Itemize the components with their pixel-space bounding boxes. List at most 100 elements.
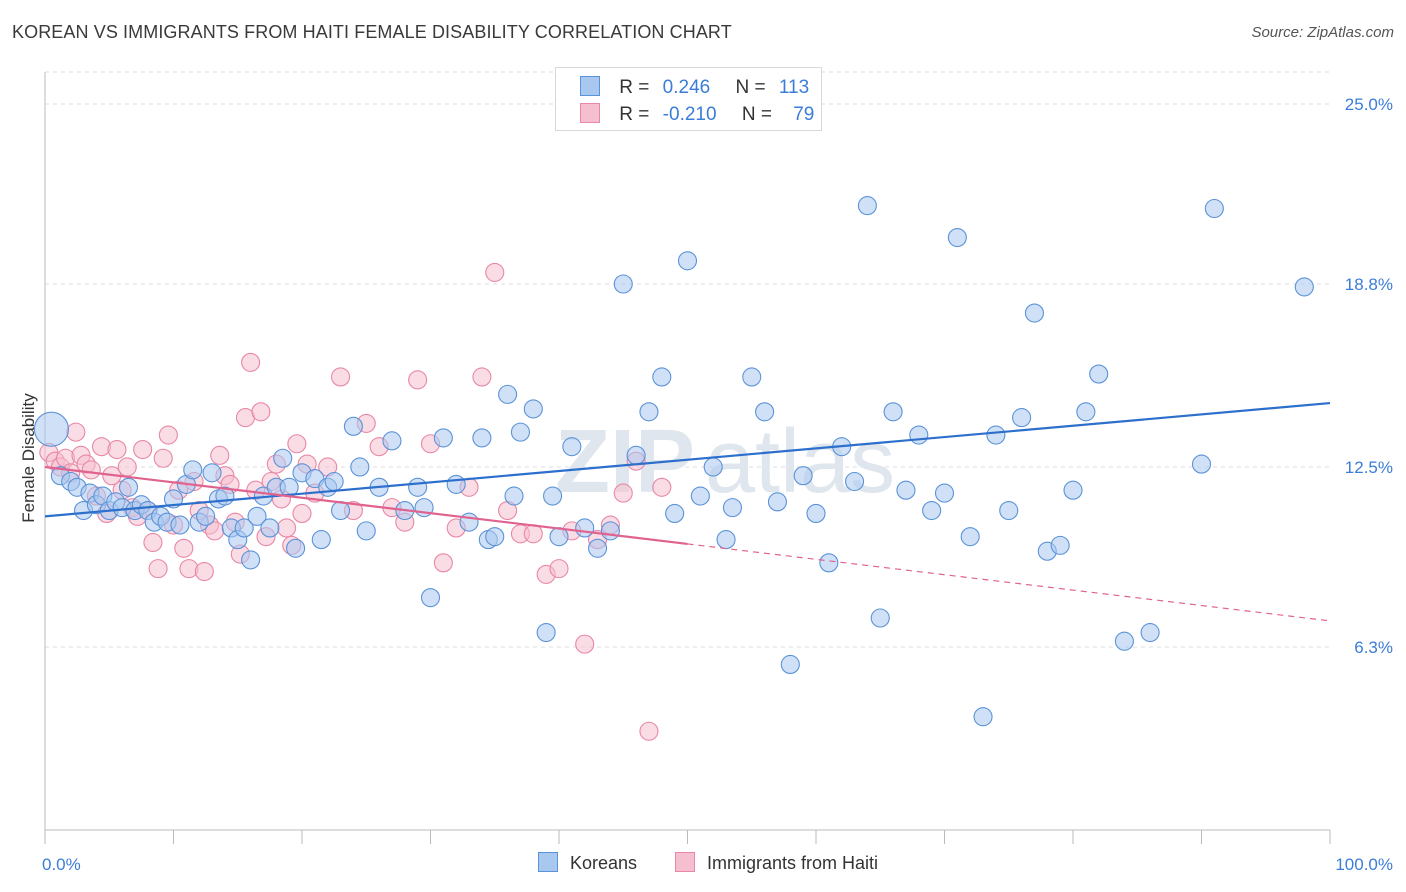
korean-point <box>273 448 293 468</box>
haiti-point <box>408 370 428 390</box>
haiti-point <box>523 524 543 544</box>
korean-point <box>780 654 800 675</box>
korean-point <box>510 422 531 442</box>
haiti-point <box>210 445 230 465</box>
haiti-point <box>613 483 633 503</box>
haiti-n-value: 79 <box>793 104 815 125</box>
korean-point <box>575 518 595 538</box>
korean-point <box>1024 303 1044 323</box>
korean-point <box>934 483 955 503</box>
bottom-legend-korean: Koreans <box>538 852 637 874</box>
korean-point <box>716 530 736 550</box>
korean-point <box>755 402 775 422</box>
korean-point <box>896 480 916 500</box>
korean-point <box>1114 631 1134 651</box>
korean-point <box>504 486 524 506</box>
korean-point <box>767 492 788 512</box>
korean-point <box>485 527 505 547</box>
korean-point <box>626 445 646 465</box>
chart-title: KOREAN VS IMMIGRANTS FROM HAITI FEMALE D… <box>12 22 732 42</box>
korean-point <box>703 457 723 477</box>
korean-point <box>170 515 190 535</box>
korean-point <box>909 425 929 445</box>
haiti-point <box>81 460 101 480</box>
haiti-point <box>652 477 672 497</box>
legend-row-haiti: R = -0.210 N = 79 <box>580 103 814 127</box>
korean-point <box>536 622 556 643</box>
korean-swatch <box>580 76 600 96</box>
haiti-point <box>179 559 199 579</box>
korean-point <box>543 486 563 506</box>
haiti-point <box>639 721 659 741</box>
korean-r-label: R = <box>619 77 650 98</box>
haiti-swatch <box>580 103 600 123</box>
haiti-r-label: R = <box>619 104 650 125</box>
korean-point <box>498 384 518 404</box>
y-tick-label: 25.0% <box>1345 95 1393 114</box>
korean-point <box>1140 622 1160 643</box>
korean-point <box>677 251 698 271</box>
korean-point <box>472 428 492 448</box>
trend-line-korean <box>44 401 1331 518</box>
korean-point <box>356 521 376 541</box>
haiti-point <box>66 422 86 442</box>
haiti-point <box>251 402 271 422</box>
haiti-point <box>433 553 453 573</box>
korean-point <box>1089 364 1109 384</box>
haiti-point <box>472 367 492 387</box>
korean-point <box>742 367 762 387</box>
korean-point <box>286 538 306 558</box>
korean-point <box>857 196 877 216</box>
y-tick-label: 6.3% <box>1354 638 1393 657</box>
korean-point <box>844 471 865 492</box>
korean-point <box>1076 402 1096 422</box>
haiti-point <box>133 439 153 460</box>
chart-source: Source: ZipAtlas.com <box>1251 24 1394 41</box>
trend-line-haiti-extrapolated <box>687 543 1331 622</box>
haiti-point <box>485 262 505 282</box>
x-tick-labels: 0.0% 100.0% <box>42 855 1393 874</box>
korean-point <box>613 274 633 294</box>
korean-point <box>883 402 903 422</box>
bottom-korean-label: Koreans <box>570 853 638 873</box>
haiti-point <box>277 518 297 538</box>
y-tick-label: 12.5% <box>1345 458 1393 477</box>
korean-point <box>1294 277 1314 297</box>
haiti-r-value: -0.210 <box>662 104 717 125</box>
haiti-point <box>241 352 261 372</box>
haiti-point <box>194 561 214 582</box>
korean-point <box>690 486 710 506</box>
korean-point <box>1204 198 1224 219</box>
korean-point <box>1012 408 1032 428</box>
haiti-point <box>174 538 194 558</box>
haiti-n-label: N = <box>741 104 772 125</box>
korean-point <box>806 503 826 523</box>
korean-point <box>960 527 980 547</box>
korean-point <box>652 367 672 387</box>
korean-point <box>408 477 428 497</box>
y-axis-title: Female Disability <box>19 393 38 523</box>
trend-lines <box>44 401 1331 622</box>
korean-point <box>665 503 685 523</box>
korean-point <box>600 521 620 541</box>
korean-point <box>639 402 659 422</box>
korean-point <box>311 530 331 550</box>
korean-point <box>241 550 261 570</box>
trend-line-haiti <box>44 465 688 546</box>
korean-point <box>922 500 942 521</box>
korean-point <box>819 553 839 573</box>
korean-point <box>1191 454 1212 474</box>
korean-point <box>343 416 363 436</box>
y-tick-label: 18.8% <box>1345 275 1393 294</box>
haiti-point <box>143 532 163 553</box>
haiti-point <box>117 457 137 477</box>
korean-point <box>446 474 466 494</box>
korean-point <box>973 707 993 727</box>
korean-point <box>523 399 543 419</box>
korean-n-value: 113 <box>778 77 810 98</box>
x-tick-label: 0.0% <box>42 855 81 874</box>
korean-point <box>118 477 139 497</box>
korean-point <box>1063 480 1083 500</box>
haiti-point <box>549 559 569 579</box>
korean-point <box>947 227 967 248</box>
